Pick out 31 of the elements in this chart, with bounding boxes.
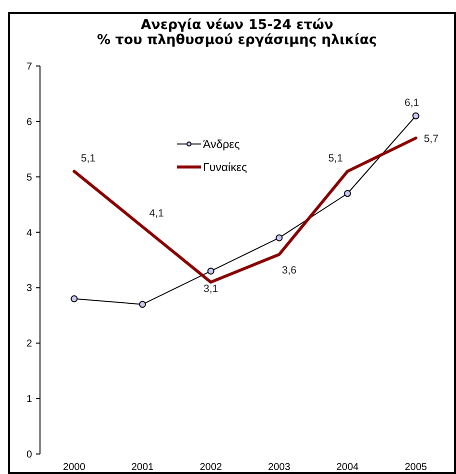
y-tick-label: 3 [26, 283, 32, 294]
y-tick-label: 6 [26, 116, 32, 128]
x-tick-label: 2004 [336, 462, 360, 473]
x-tick-label: 2001 [131, 462, 154, 473]
y-tick-label: 2 [26, 338, 32, 350]
point [412, 112, 420, 120]
point [70, 295, 78, 302]
data-label: 5,7 [424, 133, 439, 146]
x-tick-label: 2005 [404, 462, 428, 473]
y-tick-label: 1 [26, 394, 32, 406]
data-label: 5,1 [80, 152, 96, 164]
point [344, 190, 351, 197]
data-label: 5,1 [328, 152, 343, 164]
y-tick-label: 5 [26, 172, 32, 184]
x-tick-label: 2002 [200, 462, 222, 473]
point [207, 268, 214, 275]
y-tick-label: 4 [26, 228, 32, 239]
data-label: 3,6 [282, 264, 297, 276]
point [276, 234, 283, 242]
x-tick-label: 2000 [63, 462, 86, 473]
y-tick-label: 7 [26, 62, 32, 72]
chart-title: Ανεργία νέων 15-24 ετών % του πληθυσμού εργάσιμης ηλικίας [97, 17, 377, 48]
data-label: 3,1 [204, 283, 218, 296]
point [139, 300, 146, 308]
line-series [72, 136, 418, 284]
data-label: 4,1 [149, 208, 164, 220]
legend-label: Άνδρες [203, 139, 240, 151]
x-tick-label: 2003 [268, 462, 291, 473]
y-tick-label: 0 [26, 450, 32, 460]
data-label: 6,1 [404, 96, 420, 109]
legend-label: Γυναίκες [203, 162, 248, 174]
